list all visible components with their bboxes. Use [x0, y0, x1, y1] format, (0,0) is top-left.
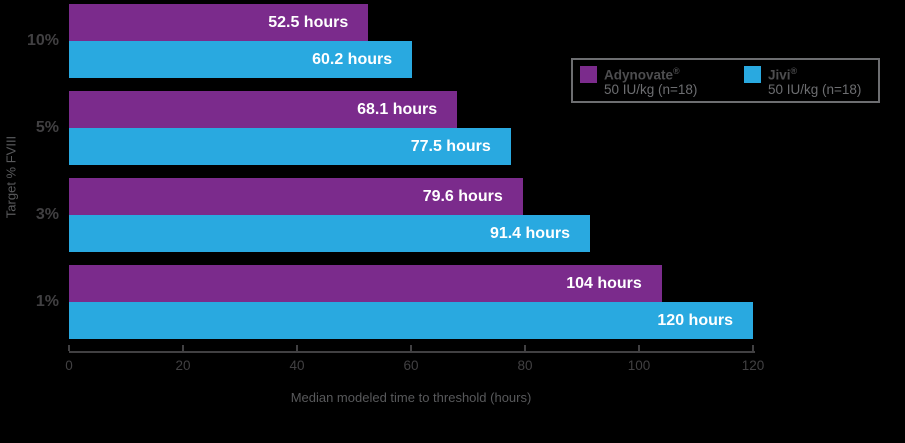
- y-tick-label-3%: 3%: [35, 206, 59, 223]
- bar-group-3%: 79.6 hours 91.4 hours: [69, 178, 753, 252]
- x-axis-title: Median modeled time to threshold (hours): [290, 390, 532, 405]
- x-axis-line: [69, 351, 755, 353]
- legend-label-adynovate: Adynovate®: [604, 65, 680, 83]
- x-tick-0: [68, 345, 70, 351]
- y-tick-label-10%: 10%: [26, 32, 59, 49]
- legend-dose-jivi: 50 IU/kg (n=18): [768, 82, 862, 98]
- x-tick-label-0: 0: [65, 358, 73, 373]
- jivi-bar-value-label: 60.2 hours: [312, 51, 393, 68]
- jivi-bar-10%: 60.2 hours: [69, 41, 413, 78]
- adynovate-bar-10%: 52.5 hours: [69, 4, 369, 41]
- jivi-bar-3%: 91.4 hours: [69, 215, 590, 252]
- adynovate-bar-1%: 104 hours: [69, 265, 662, 302]
- adynovate-bar-value-label: 52.5 hours: [268, 14, 349, 31]
- jivi-bar-value-label: 120 hours: [657, 312, 733, 329]
- adynovate-bar-value-label: 68.1 hours: [357, 101, 438, 118]
- x-tick-40: [295, 345, 298, 351]
- x-tick-label-80: 80: [517, 358, 533, 373]
- legend-entry-jivi: Jivi® 50 IU/kg (n=18): [744, 64, 862, 98]
- x-tick-80: [523, 345, 526, 351]
- jivi-bar-1%: 120 hours: [69, 302, 753, 339]
- x-tick-label-60: 60: [403, 358, 419, 373]
- y-tick-label-5%: 5%: [35, 119, 59, 136]
- legend: Adynovate® 50 IU/kg (n=18) Jivi® 50 IU/k…: [571, 58, 880, 103]
- bar-group-1%: 104 hours 120 hours: [69, 265, 753, 339]
- x-tick-100: [638, 345, 640, 351]
- adynovate-swatch: [580, 65, 597, 83]
- adynovate-bar-3%: 79.6 hours: [69, 178, 523, 215]
- jivi-bar-value-label: 77.5 hours: [410, 138, 491, 155]
- registered-mark: ®: [673, 65, 680, 76]
- jivi-swatch: [744, 65, 761, 83]
- registered-mark: ®: [790, 65, 798, 76]
- jivi-bar-value-label: 91.4 hours: [489, 225, 570, 242]
- legend-label-jivi: Jivi®: [768, 65, 798, 83]
- y-tick-label-1%: 1%: [35, 293, 59, 310]
- plot-area: 52.5 hours 60.2 hours 68.1 hours 77.5 hours…: [69, 4, 753, 351]
- x-tick-120: [752, 345, 754, 351]
- x-tick-20: [181, 345, 184, 351]
- x-tick-60: [410, 345, 412, 351]
- x-axis-ticks: 0 20 40 60 80 100 120: [65, 0, 764, 443]
- x-tick-label-40: 40: [289, 358, 305, 373]
- x-tick-label-120: 120: [741, 358, 765, 373]
- bar-group-5%: 68.1 hours 77.5 hours: [69, 91, 753, 165]
- x-tick-label-20: 20: [175, 358, 191, 373]
- legend-entry-adynovate: Adynovate® 50 IU/kg (n=18): [580, 64, 744, 98]
- legend-dose-adynovate: 50 IU/kg (n=18): [604, 82, 698, 98]
- bar-group-10%: 52.5 hours 60.2 hours: [69, 4, 753, 78]
- jivi-bar-5%: 77.5 hours: [69, 128, 511, 165]
- adynovate-bar-value-label: 104 hours: [566, 275, 642, 292]
- adynovate-bar-5%: 68.1 hours: [69, 91, 458, 128]
- x-tick-label-100: 100: [627, 358, 651, 373]
- adynovate-bar-value-label: 79.6 hours: [422, 188, 503, 205]
